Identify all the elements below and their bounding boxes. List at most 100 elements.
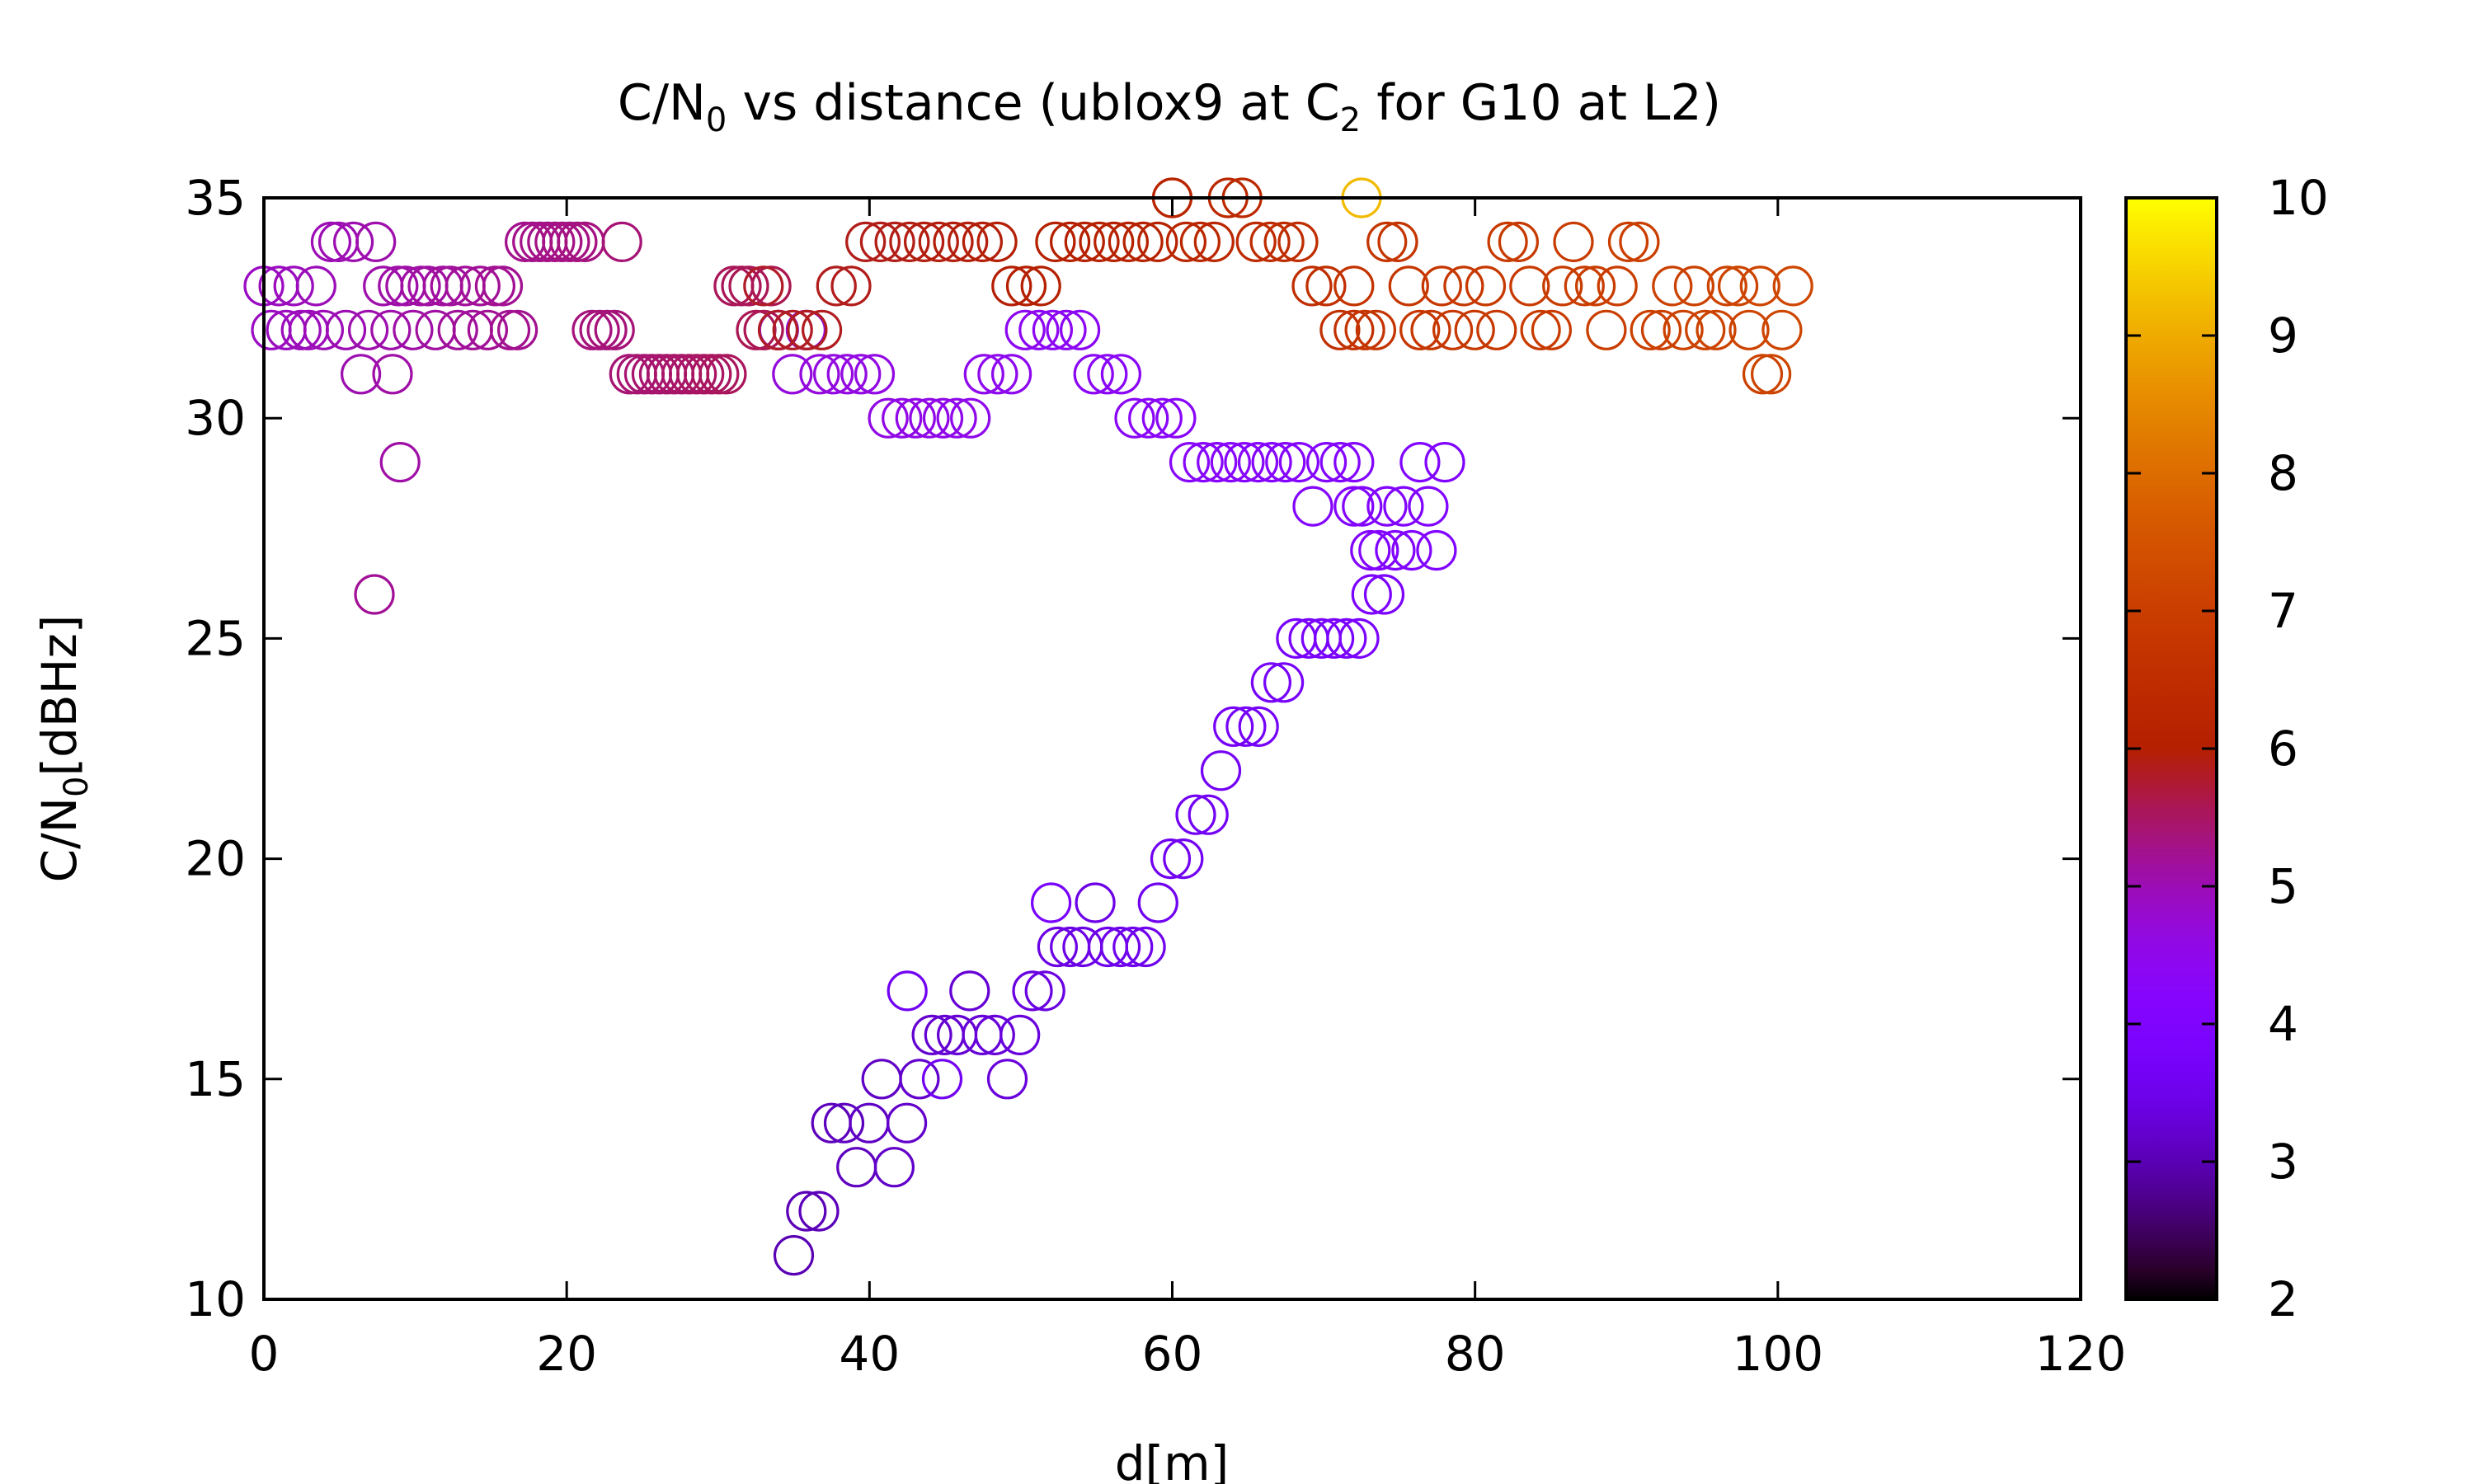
- x-tick-label: 0: [249, 1326, 280, 1382]
- data-point: [1498, 221, 1540, 262]
- data-point: [1706, 265, 1747, 307]
- data-point: [845, 221, 887, 262]
- title-middle: vs distance (ublox9 at C: [727, 74, 1339, 132]
- title-suffix: for G10 at L2): [1361, 74, 1721, 132]
- data-point: [1249, 221, 1291, 262]
- data-point: [1520, 309, 1561, 350]
- data-point: [1377, 221, 1418, 262]
- data-point: [1235, 221, 1277, 262]
- data-point: [1432, 309, 1474, 350]
- data-point: [1012, 970, 1053, 1012]
- x-axis-title: d[m]: [1115, 1435, 1230, 1484]
- data-point: [1112, 926, 1154, 968]
- data-point: [990, 354, 1032, 395]
- data-point: [1607, 221, 1649, 262]
- data-point: [826, 354, 868, 395]
- x-tick-label: 60: [1142, 1326, 1203, 1382]
- ylabel-main: C/N: [31, 797, 87, 882]
- data-point: [333, 221, 374, 262]
- data-point: [1032, 309, 1074, 350]
- data-point: [936, 397, 977, 439]
- data-point: [1141, 397, 1183, 439]
- data-point: [868, 397, 909, 439]
- data-point: [341, 354, 382, 395]
- data-point: [918, 221, 959, 262]
- colorbar-tick-label: 10: [2268, 170, 2329, 226]
- data-point: [743, 309, 784, 350]
- data-point: [1410, 309, 1451, 350]
- data-point: [921, 1059, 963, 1100]
- plot-frame: [262, 196, 2082, 1301]
- data-point: [393, 309, 434, 350]
- data-point: [1326, 618, 1367, 660]
- chart-title: C/N0 vs distance (ublox9 at C2 for G10 a…: [618, 74, 1721, 139]
- colorbar-tick-label: 6: [2268, 721, 2298, 777]
- data-point: [948, 221, 989, 262]
- data-point: [370, 309, 412, 350]
- colorbar-tick-label: 5: [2268, 858, 2298, 914]
- data-point: [772, 354, 813, 395]
- y-tick-label: 10: [185, 1271, 246, 1327]
- data-point: [1358, 529, 1399, 571]
- data-point: [1443, 265, 1484, 307]
- data-point: [691, 354, 732, 395]
- data-point: [601, 221, 642, 262]
- data-point: [1018, 309, 1060, 350]
- data-point: [743, 265, 784, 307]
- title-prefix: C/N: [618, 74, 706, 132]
- data-point: [1049, 221, 1091, 262]
- data-point: [1200, 750, 1242, 791]
- data-point: [1685, 309, 1726, 350]
- data-point: [840, 354, 882, 395]
- colorbar-tick-label: 4: [2268, 996, 2298, 1052]
- data-point: [1619, 221, 1660, 262]
- data-point: [1408, 486, 1449, 527]
- data-point: [1024, 970, 1065, 1012]
- data-point: [1004, 309, 1046, 350]
- data-point: [1292, 486, 1333, 527]
- data-point: [482, 265, 524, 307]
- data-point: [976, 221, 1018, 262]
- data-point: [1150, 838, 1192, 880]
- data-point: [1338, 618, 1380, 660]
- data-point: [1663, 309, 1704, 350]
- data-point: [1125, 926, 1166, 968]
- data-point: [1137, 221, 1178, 262]
- data-point: [579, 309, 620, 350]
- data-point: [1263, 662, 1305, 703]
- data-point: [496, 309, 539, 350]
- data-point: [873, 1147, 915, 1188]
- data-point: [1350, 529, 1391, 571]
- data-point: [1751, 354, 1792, 395]
- data-point: [534, 221, 576, 262]
- data-point: [1333, 265, 1375, 307]
- data-point: [1509, 265, 1550, 307]
- data-point: [882, 397, 923, 439]
- data-point: [1210, 441, 1251, 483]
- data-point: [1059, 309, 1101, 350]
- data-point: [1383, 486, 1424, 527]
- data-point: [1729, 309, 1770, 350]
- data-point: [1640, 309, 1682, 350]
- data-point: [1169, 441, 1211, 483]
- data-points: [243, 177, 1813, 1276]
- data-point: [295, 265, 336, 307]
- data-point: [750, 265, 792, 307]
- data-point: [861, 1059, 902, 1100]
- data-point: [1476, 309, 1517, 350]
- data-point: [1342, 486, 1383, 527]
- colorbar-tick-label: 9: [2268, 308, 2298, 364]
- data-point: [1193, 221, 1235, 262]
- data-point: [1388, 265, 1429, 307]
- data-point: [1305, 265, 1347, 307]
- data-point: [1542, 265, 1583, 307]
- data-point: [889, 221, 930, 262]
- y-tick-label: 15: [185, 1051, 246, 1107]
- data-point: [1165, 221, 1207, 262]
- data-point: [594, 309, 635, 350]
- data-point: [772, 309, 813, 350]
- data-point: [1399, 441, 1441, 483]
- data-point: [1344, 309, 1385, 350]
- data-point: [1114, 397, 1155, 439]
- y-tick-label: 25: [185, 610, 246, 666]
